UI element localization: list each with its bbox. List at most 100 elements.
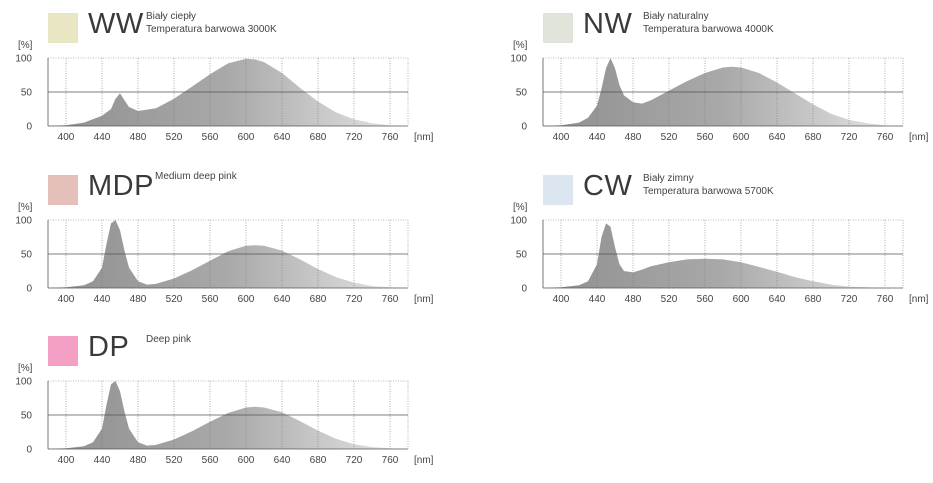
x-tick-label: 640 — [274, 455, 291, 466]
x-tick-label: 480 — [130, 455, 147, 466]
y-axis-unit: [%] — [18, 202, 33, 213]
x-tick-label: 760 — [382, 132, 399, 143]
x-tick-label: 680 — [805, 132, 822, 143]
x-tick-label: 680 — [805, 294, 822, 305]
y-tick-label: 100 — [510, 216, 527, 227]
y-tick-label: 50 — [516, 88, 528, 99]
y-tick-label: 0 — [521, 122, 527, 133]
x-tick-label: 680 — [310, 132, 327, 143]
spectrum-panel-ww: WW Biały ciepły Temperatura barwowa 3000… — [15, 8, 438, 160]
x-tick-label: 640 — [769, 132, 786, 143]
x-tick-label: 520 — [661, 132, 678, 143]
y-tick-label: 0 — [26, 445, 32, 456]
panel-code: DP — [88, 331, 130, 363]
spectrum-chart: 0 50 100 400 440 480 520 560 600 640 680 720 760 [nm] — [510, 54, 929, 144]
x-tick-label: 400 — [58, 294, 75, 305]
description-line: Medium deep pink — [155, 171, 237, 182]
description-line: Deep pink — [146, 334, 192, 345]
x-tick-label: 600 — [238, 294, 255, 305]
y-tick-label: 50 — [21, 88, 33, 99]
panel-code: MDP — [88, 170, 154, 202]
color-swatch — [543, 175, 573, 205]
spectrum-panel-cw: CW Biały zimny Temperatura barwowa 5700K… — [510, 170, 933, 322]
panel-description: Biały zimny Temperatura barwowa 5700K — [643, 172, 774, 198]
spectrum-panel-dp: DP Deep pink [%] 0 50 100 400 440 480 520 560 60… — [15, 331, 438, 483]
x-tick-label: 440 — [589, 132, 606, 143]
x-tick-label: 560 — [697, 132, 714, 143]
color-swatch — [48, 175, 78, 205]
spectrum-area — [48, 58, 408, 127]
spectrum-panel-nw: NW Biały naturalny Temperatura barwowa 4… — [510, 8, 933, 160]
x-tick-label: 440 — [94, 455, 111, 466]
x-tick-label: 520 — [166, 455, 183, 466]
x-tick-label: 760 — [382, 294, 399, 305]
x-tick-label: 400 — [58, 132, 75, 143]
y-tick-label: 0 — [521, 284, 527, 295]
spectrum-chart: 0 50 100 400 440 480 520 560 600 640 680 720 760 [nm] — [15, 216, 433, 306]
x-axis-unit: [nm] — [909, 132, 929, 143]
x-tick-label: 520 — [661, 294, 678, 305]
x-tick-label: 480 — [625, 132, 642, 143]
x-tick-label: 720 — [346, 294, 363, 305]
y-tick-label: 0 — [26, 122, 32, 133]
panel-description: Deep pink — [146, 333, 191, 346]
y-tick-label: 0 — [26, 284, 32, 295]
y-tick-label: 50 — [516, 250, 528, 261]
y-axis-unit: [%] — [513, 202, 528, 213]
x-tick-label: 480 — [625, 294, 642, 305]
y-axis-unit: [%] — [18, 363, 33, 374]
x-tick-label: 720 — [346, 132, 363, 143]
x-tick-label: 640 — [769, 294, 786, 305]
x-tick-label: 720 — [346, 455, 363, 466]
x-tick-label: 560 — [202, 455, 219, 466]
x-tick-label: 400 — [58, 455, 75, 466]
x-tick-label: 600 — [238, 132, 255, 143]
panel-code: NW — [583, 8, 633, 40]
panel-description: Biały naturalny Temperatura barwowa 4000… — [643, 10, 774, 36]
x-tick-label: 520 — [166, 294, 183, 305]
x-tick-label: 440 — [94, 294, 111, 305]
x-tick-label: 600 — [238, 455, 255, 466]
x-tick-label: 560 — [202, 294, 219, 305]
spectrum-chart: 0 50 100 400 440 480 520 560 600 640 680 720 760 [nm] — [15, 54, 434, 144]
y-tick-label: 50 — [21, 411, 33, 422]
color-swatch — [48, 13, 78, 43]
description-line: Biały ciepły — [146, 11, 197, 22]
spectrum-area — [543, 223, 903, 288]
x-tick-label: 480 — [130, 294, 147, 305]
x-tick-label: 560 — [697, 294, 714, 305]
y-tick-label: 100 — [15, 216, 32, 227]
description-line: Temperatura barwowa 4000K — [643, 24, 774, 35]
x-tick-label: 600 — [733, 132, 750, 143]
x-axis-unit: [nm] — [909, 294, 929, 305]
y-tick-label: 100 — [15, 54, 32, 65]
x-axis-unit: [nm] — [414, 132, 434, 143]
x-tick-label: 480 — [130, 132, 147, 143]
x-tick-label: 440 — [589, 294, 606, 305]
spectrum-chart: 0 50 100 400 440 480 520 560 600 640 680 720 760 [nm] — [15, 377, 433, 467]
y-tick-label: 100 — [510, 54, 527, 65]
x-tick-label: 720 — [841, 132, 858, 143]
x-tick-label: 600 — [733, 294, 750, 305]
x-tick-label: 400 — [553, 294, 570, 305]
y-tick-label: 50 — [21, 250, 33, 261]
description-line: Biały naturalny — [643, 11, 709, 22]
x-tick-label: 640 — [274, 294, 291, 305]
panel-code: WW — [88, 8, 144, 40]
y-axis-unit: [%] — [18, 40, 33, 51]
x-tick-label: 400 — [553, 132, 570, 143]
x-tick-label: 440 — [94, 132, 111, 143]
description-line: Temperatura barwowa 3000K — [146, 24, 277, 35]
spectrum-chart: 0 50 100 400 440 480 520 560 600 640 680 720 760 [nm] — [510, 216, 929, 306]
x-tick-label: 640 — [274, 132, 291, 143]
x-tick-label: 760 — [382, 455, 399, 466]
spectrum-panel-mdp: MDP Medium deep pink [%] 0 50 100 400 440 480… — [15, 170, 438, 322]
panel-description: Medium deep pink — [155, 170, 237, 183]
x-tick-label: 560 — [202, 132, 219, 143]
x-tick-label: 760 — [877, 294, 894, 305]
description-line: Biały zimny — [643, 173, 694, 184]
y-tick-label: 100 — [15, 377, 32, 388]
y-axis-unit: [%] — [513, 40, 528, 51]
color-swatch — [48, 336, 78, 366]
description-line: Temperatura barwowa 5700K — [643, 186, 774, 197]
